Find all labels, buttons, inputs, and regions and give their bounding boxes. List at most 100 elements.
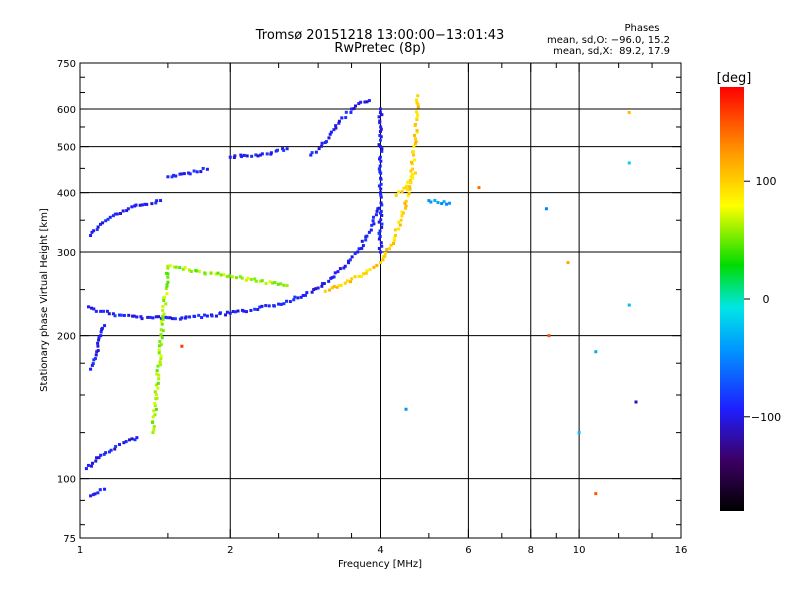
- trace-point: [276, 282, 280, 286]
- trace-point: [150, 202, 154, 206]
- trace-point: [228, 311, 232, 315]
- trace-point: [392, 242, 396, 246]
- trace-point: [258, 305, 262, 309]
- trace-point: [328, 132, 332, 136]
- trace-point: [125, 209, 129, 213]
- trace-point: [163, 295, 167, 299]
- trace-point: [108, 215, 112, 219]
- trace-point: [330, 286, 334, 290]
- trace-point: [104, 451, 108, 455]
- trace-point: [379, 187, 383, 191]
- trace-point: [442, 200, 446, 204]
- trace-point: [413, 137, 417, 141]
- trace-point: [90, 363, 94, 367]
- y-axis-ticks: 75 100 200 300 400 500 600 750: [57, 59, 681, 545]
- trace-point: [153, 403, 157, 407]
- trace-point: [379, 182, 383, 186]
- trace-point: [360, 246, 364, 250]
- trace-point: [225, 275, 229, 279]
- trace-point: [197, 269, 201, 273]
- trace-point: [361, 244, 365, 248]
- isolated-point: [627, 161, 631, 165]
- trace-point: [356, 250, 360, 254]
- trace-point: [157, 377, 161, 381]
- trace-point: [232, 155, 236, 159]
- trace-point: [379, 191, 382, 195]
- trace-point: [367, 230, 371, 234]
- trace-point: [242, 153, 246, 157]
- trace-point: [90, 230, 94, 234]
- trace-point: [152, 409, 156, 413]
- trace-point: [380, 149, 384, 153]
- trace-point: [347, 259, 351, 263]
- trace-point: [301, 293, 305, 297]
- trace-point: [260, 279, 264, 283]
- x-tick-label: 6: [465, 545, 471, 556]
- trace-point: [102, 309, 106, 313]
- trace-point: [414, 140, 418, 144]
- trace-point: [131, 314, 135, 318]
- trace-point: [375, 263, 379, 267]
- trace-point: [359, 100, 363, 104]
- trace-point: [364, 271, 368, 275]
- trace-point: [320, 141, 324, 145]
- trace-point: [84, 467, 88, 471]
- trace-point: [357, 247, 361, 251]
- trace-point: [192, 169, 196, 173]
- trace-point: [336, 270, 340, 274]
- trace-point: [389, 243, 393, 247]
- trace-point: [414, 122, 418, 126]
- trace-point: [155, 372, 159, 376]
- trace-point: [132, 314, 136, 318]
- trace-point: [158, 344, 162, 348]
- trace-point: [134, 203, 138, 207]
- trace-point: [273, 280, 277, 284]
- trace-point: [90, 306, 94, 310]
- trace-point: [310, 290, 314, 294]
- trace-point: [126, 207, 130, 211]
- trace-point: [214, 272, 218, 276]
- trace-point: [362, 272, 366, 276]
- trace-point: [109, 448, 113, 452]
- trace-point: [214, 314, 218, 318]
- trace-point: [164, 315, 168, 319]
- trace-point: [282, 283, 286, 287]
- trace-point: [372, 222, 376, 226]
- trace-point: [170, 317, 174, 321]
- trace-point: [158, 340, 162, 344]
- trace-point: [159, 356, 163, 360]
- trace-point: [350, 255, 354, 259]
- trace-point: [143, 202, 147, 206]
- trace-point: [279, 302, 283, 306]
- trace-point: [416, 103, 420, 107]
- trace-point: [415, 117, 419, 121]
- trace-point: [328, 288, 332, 292]
- trace-point: [210, 314, 214, 318]
- trace-point: [118, 443, 122, 447]
- trace-point: [233, 154, 237, 158]
- trace-point: [288, 300, 292, 304]
- trace-point: [97, 338, 101, 342]
- trace-point: [363, 100, 367, 104]
- trace-point: [372, 265, 376, 269]
- trace-point: [327, 279, 331, 283]
- trace-point: [90, 464, 94, 468]
- trace-point: [337, 119, 341, 123]
- trace-point: [153, 402, 157, 406]
- trace-point: [155, 369, 159, 373]
- trace-point: [95, 350, 99, 354]
- trace-point: [148, 315, 152, 319]
- trace-point: [347, 261, 351, 265]
- trace-point: [285, 284, 289, 288]
- y-tick-label: 750: [57, 59, 76, 70]
- trace-point: [387, 247, 391, 251]
- trace-point: [172, 265, 176, 269]
- trace-point: [408, 187, 412, 191]
- trace-point: [164, 302, 168, 306]
- trace-point: [379, 125, 383, 129]
- trace-point: [317, 147, 321, 151]
- trace-point: [379, 145, 382, 149]
- trace-point: [161, 317, 165, 321]
- trace-point: [96, 225, 100, 229]
- trace-point: [379, 201, 383, 205]
